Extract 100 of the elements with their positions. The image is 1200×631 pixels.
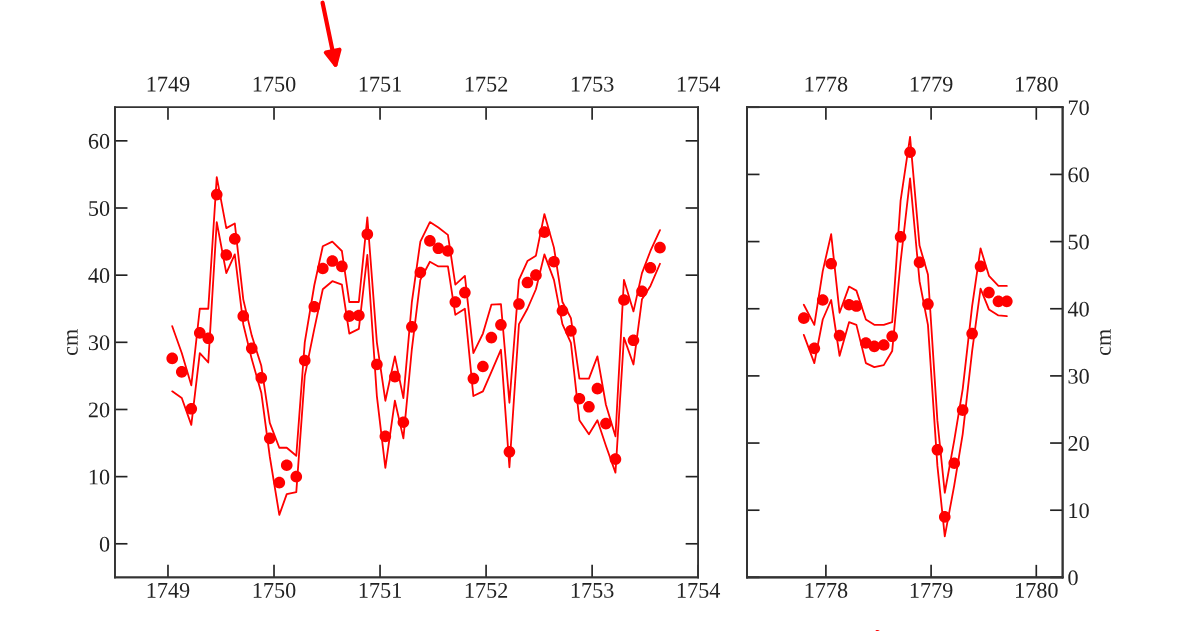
point <box>538 226 551 238</box>
point <box>220 249 233 261</box>
x-tick-label: 1754 <box>677 582 721 598</box>
point <box>316 262 329 275</box>
point <box>166 352 179 365</box>
x2-tick-label: 1749 <box>147 76 190 92</box>
point <box>798 312 810 324</box>
x2-tick-label: 1753 <box>571 76 614 92</box>
point <box>273 476 286 489</box>
point <box>583 400 595 413</box>
y-tick-label: 40 <box>88 268 110 284</box>
point <box>255 372 268 384</box>
point <box>185 402 198 415</box>
y-tick-label: 0 <box>99 536 110 552</box>
y-tick-label: 50 <box>89 200 110 216</box>
y-tick-label: 20 <box>88 402 110 418</box>
point <box>974 260 987 273</box>
x-tick-label: 1752 <box>465 582 508 598</box>
point <box>371 358 383 371</box>
point <box>495 319 507 331</box>
point <box>904 146 916 159</box>
point <box>825 257 837 270</box>
point <box>308 300 321 313</box>
x2-tick-label: 1752 <box>465 76 508 92</box>
x-tick-label: 1780 <box>1016 582 1058 598</box>
x2-tick-label: 1750 <box>253 76 296 92</box>
point <box>202 332 215 345</box>
point <box>983 286 995 299</box>
point <box>938 511 951 523</box>
point <box>833 329 846 342</box>
point <box>556 304 569 317</box>
point <box>816 294 829 306</box>
point <box>449 296 462 308</box>
point <box>442 245 454 257</box>
point <box>379 430 392 443</box>
point <box>627 334 640 347</box>
point <box>485 331 498 344</box>
point <box>565 325 577 337</box>
point <box>467 372 480 385</box>
point <box>503 445 516 458</box>
point <box>521 276 534 289</box>
x-tick-label: 1751 <box>359 582 401 598</box>
point <box>618 294 630 306</box>
y2-tick-label: 10 <box>1069 503 1089 519</box>
y2-tick-label: 70 <box>1068 100 1089 116</box>
x2-tick-label: 1779 <box>910 76 953 92</box>
point <box>326 255 339 267</box>
point <box>966 327 978 340</box>
point <box>336 260 348 273</box>
point <box>573 392 586 405</box>
y2-tick-label: 0 <box>1068 570 1078 586</box>
point <box>808 342 821 355</box>
x2-tick-label: 1778 <box>805 76 848 92</box>
point <box>397 416 410 429</box>
x-tick-label: 1750 <box>253 582 296 598</box>
point <box>353 309 365 322</box>
point <box>477 360 489 373</box>
point <box>600 417 612 430</box>
point <box>513 298 525 310</box>
y-axis-title: cm <box>67 329 78 356</box>
point <box>850 300 863 312</box>
point <box>210 188 223 201</box>
x-tick-label: 1753 <box>571 582 614 598</box>
x-tick-label: 1779 <box>910 582 953 598</box>
point <box>432 242 445 255</box>
point <box>913 256 926 269</box>
y2-axis-title: cm <box>1100 329 1111 356</box>
point <box>245 342 258 355</box>
point <box>877 339 890 351</box>
y2-tick-label: 40 <box>1067 301 1089 317</box>
point <box>894 231 907 243</box>
point <box>389 370 401 383</box>
point <box>406 321 418 333</box>
point <box>886 330 898 343</box>
y-tick-label: 10 <box>89 469 110 485</box>
point <box>175 366 188 378</box>
point <box>280 459 293 472</box>
y2-tick-label: 50 <box>1068 234 1089 250</box>
y2-tick-label: 20 <box>1068 435 1089 451</box>
point <box>237 310 250 322</box>
point <box>922 298 934 310</box>
x2-tick-label: 1751 <box>359 76 401 92</box>
point <box>948 457 961 470</box>
point <box>290 470 303 483</box>
point <box>361 228 374 241</box>
point <box>263 432 276 445</box>
point <box>591 382 604 395</box>
point <box>609 453 622 465</box>
x-tick-label: 1749 <box>147 582 190 598</box>
y-tick-label: 30 <box>88 335 110 351</box>
point <box>636 285 648 298</box>
point <box>424 235 436 247</box>
point <box>459 286 471 299</box>
point <box>530 269 542 281</box>
y2-tick-label: 30 <box>1068 368 1089 384</box>
x-tick-label: 1778 <box>805 582 848 598</box>
point <box>298 354 311 367</box>
y-tick-label: 60 <box>88 133 110 149</box>
point <box>956 404 969 416</box>
point <box>228 233 241 245</box>
